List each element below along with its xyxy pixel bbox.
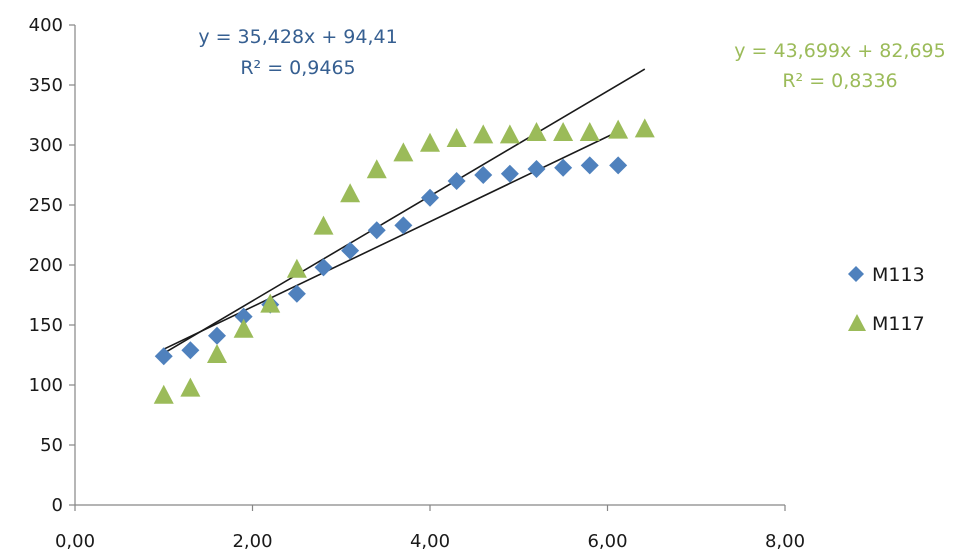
trendline-m117 (163, 68, 646, 355)
point-m117 (233, 318, 254, 338)
point-m113 (421, 188, 439, 207)
y-tick-label: 0 (52, 495, 63, 516)
y-tick-label: 350 (29, 75, 63, 96)
x-axis-ticks: 0,00 2,00 4,00 6,00 8,00 (55, 505, 805, 552)
y-tick-label: 300 (29, 135, 63, 156)
y-tick-label: 50 (40, 435, 63, 456)
point-m117 (393, 142, 414, 162)
point-m117 (153, 384, 174, 404)
point-m117 (526, 122, 547, 141)
point-m117 (207, 344, 227, 363)
data-points (153, 118, 655, 404)
m117-r-squared-label: R² = 0,8336 (782, 70, 897, 92)
y-tick-label: 400 (29, 15, 63, 36)
point-m113 (580, 156, 599, 175)
x-tick-label: 8,00 (765, 531, 805, 552)
y-tick-label: 100 (29, 375, 63, 396)
point-m113 (314, 258, 333, 277)
point-m113 (554, 158, 573, 177)
y-tick-label: 200 (29, 255, 63, 276)
m117-equation-label: y = 43,699x + 82,695 (734, 40, 945, 62)
point-m113 (500, 164, 519, 183)
point-m117 (313, 215, 334, 235)
point-m117 (286, 258, 307, 278)
point-m113 (341, 241, 360, 260)
point-m117 (634, 118, 655, 138)
point-m117 (579, 122, 600, 141)
point-m117 (608, 119, 629, 139)
x-tick-label: 4,00 (410, 531, 450, 552)
trendlines (163, 68, 646, 355)
legend-m113-label: M113 (872, 264, 925, 286)
point-m113 (447, 172, 466, 190)
point-m117 (553, 122, 574, 141)
point-m117 (366, 159, 387, 179)
y-tick-label: 150 (29, 315, 63, 336)
point-m113 (367, 221, 386, 240)
x-tick-label: 0,00 (55, 531, 95, 552)
legend-m113-diamond-icon (848, 266, 864, 282)
point-m117 (260, 293, 281, 313)
point-m117 (420, 132, 440, 152)
point-m113 (287, 284, 306, 303)
point-m113 (208, 326, 226, 345)
legend: M113 M117 (848, 264, 925, 335)
point-m113 (234, 307, 253, 326)
point-m113 (394, 216, 413, 235)
y-axis-ticks: 0 50 100 150 200 250 300 350 400 (29, 15, 75, 516)
point-m113 (474, 166, 493, 184)
point-m117 (473, 124, 494, 144)
point-m113 (181, 341, 200, 360)
point-m117 (340, 183, 361, 203)
x-tick-label: 2,00 (232, 531, 272, 552)
point-m117 (180, 377, 201, 397)
m113-equation-label: y = 35,428x + 94,41 (198, 26, 397, 48)
point-m113 (154, 347, 173, 366)
trendline-m113 (163, 130, 619, 350)
m113-r-squared-label: R² = 0,9465 (240, 57, 355, 79)
y-tick-label: 250 (29, 195, 63, 216)
legend-m117-triangle-icon (848, 314, 866, 331)
point-m113 (609, 156, 628, 175)
point-m113 (527, 160, 546, 178)
point-m117 (446, 128, 467, 147)
x-tick-label: 6,00 (587, 531, 627, 552)
point-m117 (499, 124, 520, 144)
legend-m117-label: M117 (872, 313, 925, 335)
